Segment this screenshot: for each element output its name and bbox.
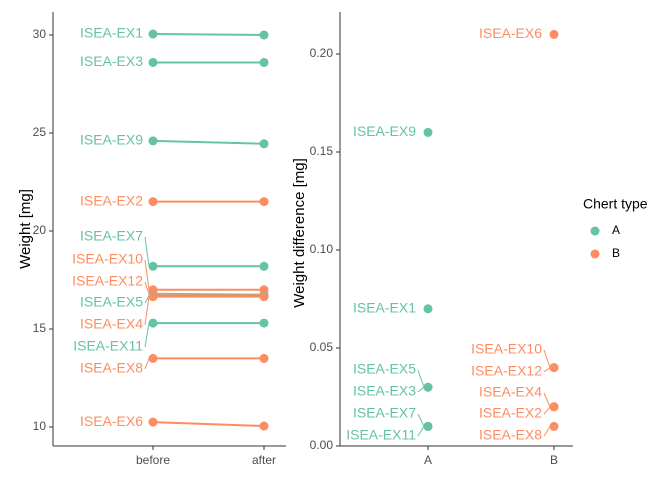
- point-label: ISEA-EX4: [80, 316, 143, 332]
- y-tick-label-left: 20: [33, 223, 47, 237]
- point-label: ISEA-EX6: [479, 25, 542, 41]
- point-label: ISEA-EX8: [80, 360, 143, 376]
- label-leader: [417, 426, 425, 437]
- y-tick-label-right: 0.05: [310, 340, 334, 354]
- point-after: [259, 57, 269, 67]
- point-before: [148, 417, 158, 427]
- diff-point: [423, 421, 433, 431]
- point-after: [259, 318, 269, 328]
- diff-point: [423, 382, 433, 392]
- series-line: [152, 139, 265, 145]
- point-label: ISEA-EX11: [73, 338, 143, 354]
- point-label: ISEA-EX3: [353, 383, 416, 399]
- label-leader: [144, 295, 150, 304]
- point-label: ISEA-EX10: [471, 341, 542, 357]
- point-before: [148, 292, 158, 302]
- y-tick-label-left: 10: [33, 419, 47, 433]
- point-after: [259, 30, 269, 40]
- point-label: ISEA-EX7: [80, 228, 143, 244]
- point-label: ISEA-EX12: [72, 273, 143, 289]
- point-label: ISEA-EX4: [479, 384, 542, 400]
- point-before: [148, 318, 158, 328]
- label-leader: [543, 367, 551, 373]
- diff-point: [423, 304, 433, 314]
- diff-point: [423, 127, 433, 137]
- legend-key-A: [590, 226, 600, 236]
- point-after: [259, 421, 269, 431]
- label-leader: [543, 349, 551, 368]
- point-label: ISEA-EX12: [471, 363, 542, 379]
- label-leader: [543, 406, 551, 415]
- point-label: ISEA-EX2: [80, 192, 143, 208]
- series-line: [152, 421, 265, 428]
- point-before: [148, 197, 158, 207]
- label-leader: [417, 413, 425, 427]
- point-before: [148, 136, 158, 146]
- point-label: ISEA-EX9: [80, 132, 143, 148]
- point-before: [148, 29, 158, 39]
- diff-point: [549, 402, 559, 412]
- point-after: [259, 353, 269, 363]
- point-label: ISEA-EX3: [80, 53, 143, 69]
- label-leader: [144, 296, 150, 326]
- point-after: [259, 139, 269, 149]
- label-leader: [144, 259, 150, 290]
- point-label: ISEA-EX9: [353, 123, 416, 139]
- y-axis-title-right: Weight difference [mg]: [291, 158, 308, 308]
- x-tick-label-right: B: [550, 453, 558, 467]
- y-tick-label-left: 25: [33, 125, 47, 139]
- y-tick-label-right: 0.00: [310, 438, 334, 452]
- point-label: ISEA-EX6: [80, 413, 143, 429]
- legend-label-B: B: [612, 246, 620, 260]
- legend-key-B: [590, 249, 600, 259]
- label-leader: [417, 369, 425, 388]
- point-before: [148, 261, 158, 271]
- label-leader: [144, 281, 150, 294]
- point-before: [148, 353, 158, 363]
- point-after: [259, 197, 269, 207]
- point-label: ISEA-EX8: [479, 427, 542, 443]
- point-label: ISEA-EX5: [353, 361, 416, 377]
- legend-title: Chert type: [583, 196, 648, 212]
- x-tick-label-left: after: [252, 453, 276, 467]
- point-label: ISEA-EX5: [80, 294, 143, 310]
- point-label: ISEA-EX1: [80, 25, 143, 41]
- diff-point: [549, 421, 559, 431]
- legend-label-A: A: [612, 223, 620, 237]
- label-leader: [144, 236, 150, 267]
- point-label: ISEA-EX7: [353, 405, 416, 421]
- point-label: ISEA-EX2: [479, 405, 542, 421]
- point-label: ISEA-EX10: [72, 251, 143, 267]
- label-leader: [144, 358, 150, 370]
- y-tick-label-right: 0.10: [310, 242, 334, 256]
- point-after: [259, 292, 269, 302]
- diff-point: [549, 363, 559, 373]
- y-tick-label-right: 0.15: [310, 144, 334, 158]
- series-line: [152, 292, 265, 296]
- y-axis-title-left: Weight [mg]: [17, 189, 34, 269]
- point-label: ISEA-EX1: [353, 300, 416, 316]
- series-line: [152, 33, 265, 36]
- x-tick-label-left: before: [136, 453, 170, 467]
- label-leader: [417, 386, 425, 393]
- point-after: [259, 261, 269, 271]
- diff-point: [549, 29, 559, 39]
- label-leader: [543, 426, 551, 437]
- label-leader: [543, 392, 551, 407]
- point-label: ISEA-EX11: [346, 427, 416, 443]
- y-tick-label-right: 0.20: [310, 46, 334, 60]
- label-leader: [144, 323, 150, 348]
- point-before: [148, 57, 158, 67]
- x-tick-label-right: A: [424, 453, 432, 467]
- y-tick-label-left: 30: [33, 27, 47, 41]
- y-tick-label-left: 15: [33, 321, 47, 335]
